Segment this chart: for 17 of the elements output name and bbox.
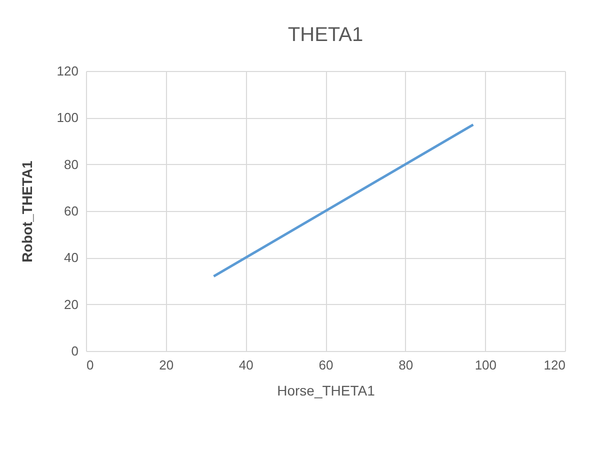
y-tick-label: 40: [64, 250, 78, 266]
x-tick-label: 100: [474, 358, 497, 372]
y-axis-title: Robot_THETA1: [18, 160, 35, 262]
y-tick-label: 0: [71, 344, 78, 358]
x-tick-label: 80: [398, 358, 414, 372]
x-tick-label: 20: [159, 358, 174, 372]
x-tick-label: 60: [318, 358, 334, 372]
y-tick-label: 60: [64, 204, 78, 218]
y-tick-label: 80: [64, 156, 78, 172]
x-axis-title: Horse_THETA1: [277, 382, 376, 398]
y-tick-label: 120: [56, 64, 78, 78]
y-tick-label: 20: [64, 296, 78, 312]
chart-title: THETA1: [288, 24, 364, 46]
y-tick-label: 100: [56, 110, 78, 126]
x-tick-label: 0: [86, 358, 94, 372]
x-tick-label: 120: [544, 358, 566, 372]
x-tick-label: 40: [238, 358, 254, 372]
